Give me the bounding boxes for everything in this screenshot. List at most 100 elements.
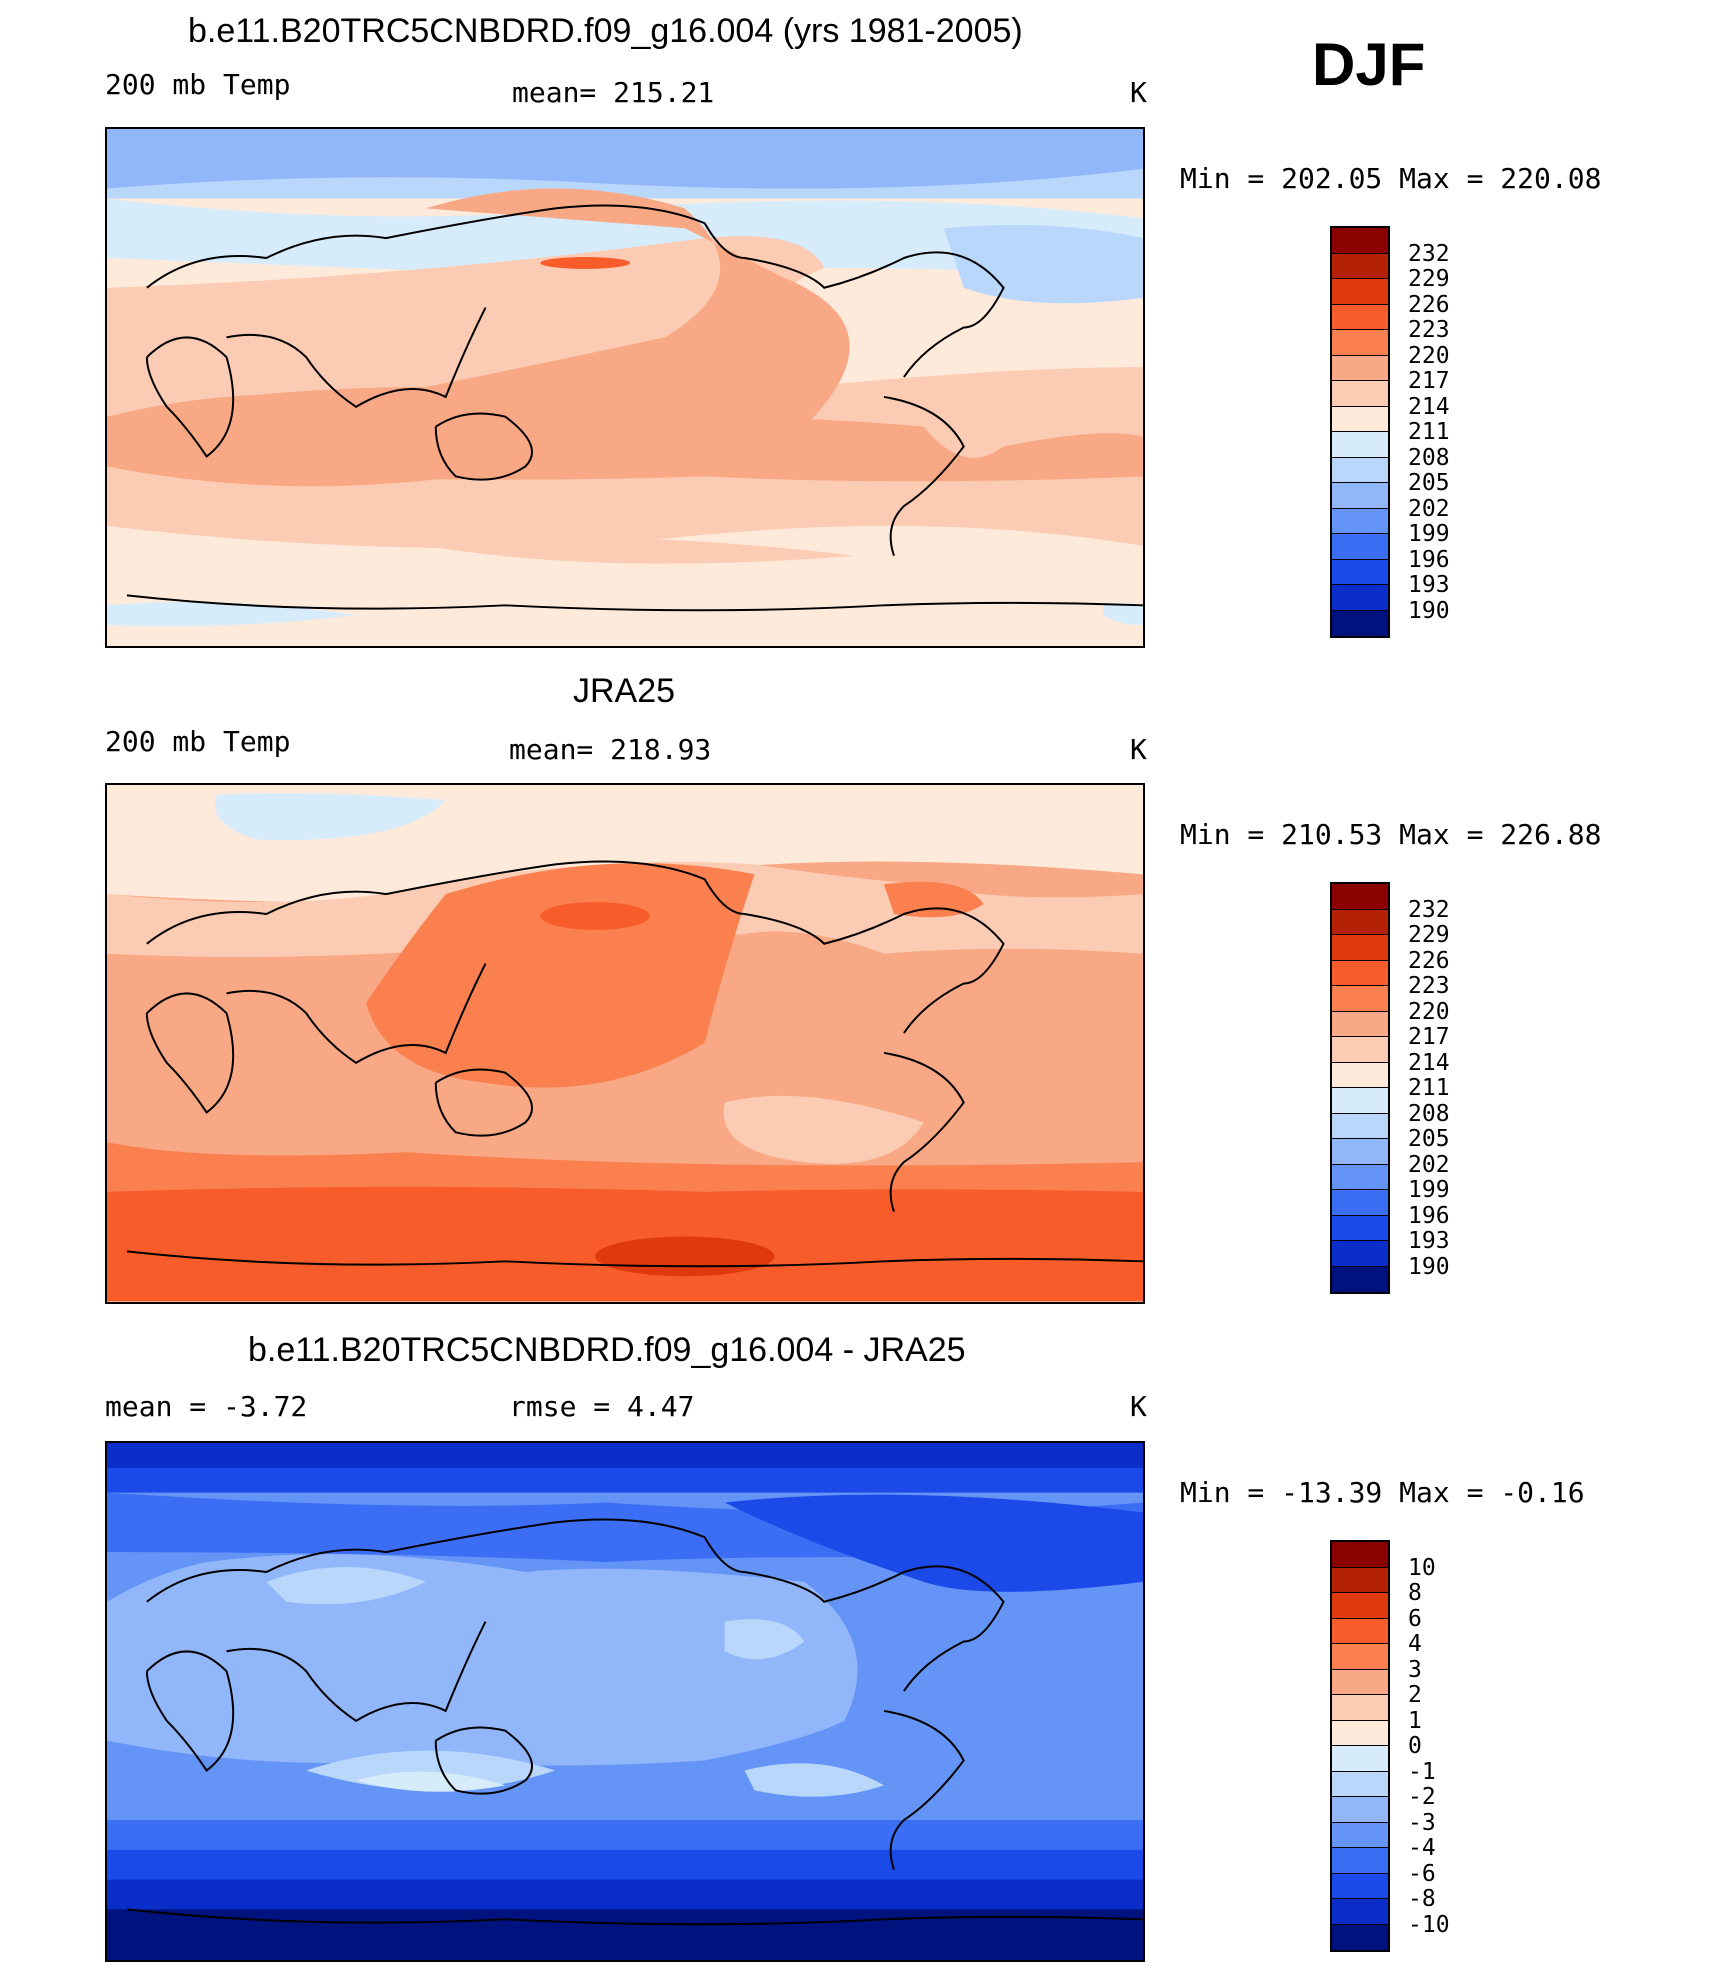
panel1-map-svg <box>107 129 1143 646</box>
panel3-contour-pacific-light <box>724 1619 805 1660</box>
panel3-colorbar-label: -6 <box>1408 1861 1436 1887</box>
panel1-contour-atlantic-cold <box>943 224 1143 304</box>
panel3-colorbar-label: 0 <box>1408 1733 1422 1759</box>
panel1-colorbar-label: 232 <box>1408 241 1450 267</box>
panel2-colorbar-label: 202 <box>1408 1152 1450 1178</box>
panel3-contour-atlantic-cold <box>724 1494 1143 1592</box>
panel2-colorbar-swatch <box>1332 1037 1388 1063</box>
panel1-colorbar-label: 220 <box>1408 343 1450 369</box>
panel2-colorbar-swatch <box>1332 986 1388 1012</box>
panel2-contour-pacific-warm <box>366 863 755 1088</box>
panel1-colorbar-label: 208 <box>1408 445 1450 471</box>
panel1-contour-southern <box>425 537 855 564</box>
panel2-mean-label: mean= 218.93 <box>509 733 712 766</box>
panel3-map-svg <box>107 1443 1143 1960</box>
panel1-colorbar-label: 196 <box>1408 547 1450 573</box>
panel1-colorbar-label: 226 <box>1408 292 1450 318</box>
panel2-colorbar-label: 229 <box>1408 922 1450 948</box>
panel3-colorbar-swatch <box>1332 1899 1388 1925</box>
panel3-colorbar-swatch <box>1332 1848 1388 1874</box>
panel3-colorbar-swatch <box>1332 1619 1388 1644</box>
panel1-mean-label: mean= 215.21 <box>512 76 715 109</box>
panel3-colorbar-swatch <box>1332 1772 1388 1797</box>
panel1-colorbar-label: 217 <box>1408 368 1450 394</box>
panel1-colorbar-label: 214 <box>1408 394 1450 420</box>
panel3-colorbar-label: 3 <box>1408 1657 1422 1683</box>
panel3-contour-asia-light <box>266 1567 426 1605</box>
panel3-colorbar-swatch <box>1332 1721 1388 1746</box>
panel1-colorbar-swatch <box>1332 279 1388 305</box>
panel1-coastlines <box>126 204 1143 612</box>
panel1-colorbar-swatch <box>1332 534 1388 560</box>
panel2-colorbar-label: 199 <box>1408 1177 1450 1203</box>
season-label: DJF <box>1312 31 1426 98</box>
panel2-contour-max-north <box>540 902 650 930</box>
panel1-colorbar-swatch <box>1332 483 1388 509</box>
panel1-contour-midlat <box>107 198 1143 278</box>
panel3-rmse-label: rmse = 4.47 <box>509 1390 695 1423</box>
panel3-colorbar-label: -8 <box>1408 1886 1436 1912</box>
panel3-colorbar-label: 6 <box>1408 1606 1422 1632</box>
panel2-colorbar-swatch <box>1332 910 1388 935</box>
panel1-colorbar-swatch <box>1332 458 1388 483</box>
panel2-colorbar-swatch <box>1332 1114 1388 1139</box>
panel2-contour-siberia-cold <box>214 793 446 841</box>
panel3-colorbar-swatch <box>1332 1568 1388 1593</box>
panel1-colorbar-swatch <box>1332 585 1388 611</box>
panel2-contour-south-pacific <box>723 1095 924 1164</box>
panel2-colorbar-label: 232 <box>1408 897 1450 923</box>
panel3-colorbar-swatch <box>1332 1874 1388 1899</box>
panel3-mean-label: mean = -3.72 <box>105 1390 308 1423</box>
panel2-colorbar-swatch <box>1332 961 1388 986</box>
panel3-colorbar-label: 2 <box>1408 1682 1422 1708</box>
panel3-colorbar-swatch <box>1332 1925 1388 1950</box>
panel2-colorbar-label: 217 <box>1408 1024 1450 1050</box>
panel3-minmax: Min = -13.39 Max = -0.16 <box>1180 1476 1585 1509</box>
panel1-colorbar-swatch <box>1332 330 1388 356</box>
panel2-colorbar-swatch <box>1332 1088 1388 1114</box>
panel3-colorbar-label: -1 <box>1408 1759 1436 1785</box>
panel2-colorbar-swatch <box>1332 1012 1388 1037</box>
panel2-colorbar-label: 190 <box>1408 1254 1450 1280</box>
panel2-colorbar-label: 220 <box>1408 999 1450 1025</box>
panel1-minmax: Min = 202.05 Max = 220.08 <box>1180 162 1602 195</box>
panel1-colorbar-label: 229 <box>1408 266 1450 292</box>
panel3-colorbar-swatch <box>1332 1695 1388 1721</box>
panel2-colorbar-swatch <box>1332 884 1388 910</box>
panel2-map-svg <box>107 785 1143 1302</box>
panel2-contour-canada <box>884 881 984 918</box>
panel1-contour-polar <box>107 129 1143 189</box>
panel1-map <box>105 127 1145 648</box>
panel2-colorbar-label: 196 <box>1408 1203 1450 1229</box>
panel3-contour-min-diff <box>356 1771 506 1792</box>
panel2-colorbar-swatch <box>1332 1165 1388 1190</box>
panel2-map <box>105 783 1145 1304</box>
panel3-colorbar-swatch <box>1332 1593 1388 1619</box>
panel3-colorbar-label: 8 <box>1408 1580 1422 1606</box>
panel1-colorbar-label: 199 <box>1408 521 1450 547</box>
panel1-colorbar-swatch <box>1332 228 1388 254</box>
panel3-colorbar <box>1330 1540 1390 1952</box>
panel2-coastlines <box>126 860 1143 1268</box>
panel1-colorbar-label: 223 <box>1408 317 1450 343</box>
panel1-contour-antarctic-cold-east <box>1103 602 1143 626</box>
panel2-colorbar-label: 211 <box>1408 1075 1450 1101</box>
panel3-coastlines <box>126 1518 1143 1926</box>
panel2-colorbar <box>1330 882 1390 1294</box>
panel2-colorbar-swatch <box>1332 1190 1388 1216</box>
panel1-colorbar-swatch <box>1332 254 1388 279</box>
panel2-contour-max-south <box>595 1236 775 1277</box>
panel2-minmax: Min = 210.53 Max = 226.88 <box>1180 818 1602 851</box>
panel2-units-label: K <box>1130 733 1147 766</box>
panel3-colorbar-swatch <box>1332 1823 1388 1848</box>
panel2-colorbar-label: 193 <box>1408 1228 1450 1254</box>
panel2-colorbar-swatch <box>1332 1241 1388 1267</box>
panel1-colorbar-swatch <box>1332 305 1388 330</box>
panel2-colorbar-label: 223 <box>1408 973 1450 999</box>
panel3-colorbar-label: 4 <box>1408 1631 1422 1657</box>
panel2-colorbar-swatch <box>1332 1063 1388 1088</box>
panel3-title: b.e11.B20TRC5CNBDRD.f09_g16.004 - JRA25 <box>248 1331 966 1369</box>
panel3-colorbar-label: -3 <box>1408 1810 1436 1836</box>
panel1-contour-equatorial <box>107 394 1143 482</box>
panel2-colorbar-swatch <box>1332 935 1388 961</box>
